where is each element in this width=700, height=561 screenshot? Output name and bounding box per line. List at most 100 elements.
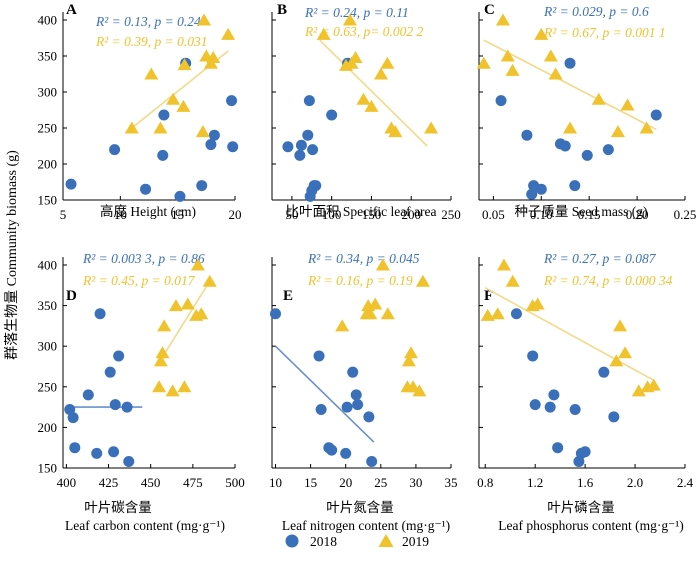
point-2019 (505, 274, 520, 287)
point-2019 (197, 13, 212, 26)
stat-2019: R² = 0.67, p = 0.001 1 (543, 25, 666, 40)
x-axis-label-en: Leaf nitrogen content (mg·g⁻¹) (282, 518, 450, 533)
x-tick-label: 0.15 (578, 207, 601, 222)
x-axis-label: 种子质量 Seed mass (g) (514, 204, 647, 219)
panel-letter: A (66, 2, 77, 18)
point-2018 (208, 129, 220, 141)
point-2019 (356, 92, 371, 105)
point-2018 (140, 183, 152, 195)
trend-line-2019 (319, 39, 428, 147)
x-tick-label: 425 (99, 475, 119, 490)
panel-e: 10 15 20 25 30 35 E 叶片氮含量 Leaf nitrogen content … (269, 251, 457, 533)
point-2019 (348, 50, 363, 63)
x-axis-label: 叶片氮含量 (326, 500, 394, 515)
point-2019 (380, 56, 395, 69)
point-2019 (180, 297, 195, 310)
x-tick-label: 200 (401, 207, 421, 222)
point-2018 (94, 308, 106, 320)
y-tick-label: 200 (38, 420, 58, 435)
point-2018 (366, 456, 378, 468)
x-tick-label: 0.25 (674, 207, 697, 222)
point-2019 (618, 346, 633, 359)
y-tick-label: 250 (38, 121, 58, 136)
point-2019 (620, 98, 635, 111)
y-tick-label: 400 (38, 258, 58, 273)
point-2019 (194, 307, 209, 320)
point-2019 (177, 380, 192, 393)
legend-label-2019: 2019 (402, 534, 429, 549)
point-2019 (530, 297, 545, 310)
point-2018 (121, 401, 133, 413)
x-tick-label: 2.4 (677, 475, 694, 490)
point-2019 (176, 99, 191, 112)
point-2018 (326, 109, 338, 121)
point-2018 (294, 149, 306, 161)
point-2019 (403, 346, 418, 359)
point-2018 (326, 444, 338, 456)
point-2018 (650, 109, 662, 121)
point-2019 (412, 384, 427, 397)
stat-2019: R² = 0.16, p = 0.19 (307, 273, 413, 288)
x-tick-label: 100 (322, 207, 342, 222)
point-2018 (529, 399, 541, 411)
point-2018 (196, 180, 208, 192)
stat-2018: R² = 0.029, p = 0.6 (543, 4, 649, 19)
point-2018 (340, 447, 352, 459)
point-2018 (598, 366, 610, 378)
point-2018 (495, 95, 507, 107)
point-2018 (350, 389, 362, 401)
y-tick-label: 250 (38, 379, 58, 394)
x-tick-label: 450 (141, 475, 161, 490)
point-2018 (109, 144, 121, 156)
x-tick-label: 20 (339, 475, 352, 490)
legend-marker-2019 (378, 534, 394, 547)
point-2018 (548, 389, 560, 401)
y-axis-label: 群落生物量 Community biomass (g) (4, 150, 20, 360)
point-2018 (65, 178, 77, 190)
point-2019 (221, 27, 236, 40)
x-tick-label: 5 (60, 207, 67, 222)
point-2019 (591, 92, 606, 105)
point-2018 (313, 350, 325, 362)
point-2018 (608, 411, 620, 423)
point-2019 (363, 307, 378, 320)
point-2019 (563, 121, 578, 134)
legend-label-2018: 2018 (310, 534, 337, 549)
x-tick-label: 1.2 (527, 475, 543, 490)
panel-c: 0.05 0.10 0.15 0.20 0.25 C 种子质量 Seed mass (g) R… (476, 2, 697, 222)
panel-d: 150 200 250 300 350 400 400 425 450 475 500 D 叶片碳含量 L… (38, 251, 245, 533)
point-2018 (205, 139, 217, 151)
point-2019 (500, 49, 515, 62)
y-tick-label: 350 (38, 49, 58, 64)
point-2018 (113, 350, 125, 362)
point-2019 (335, 319, 350, 332)
point-2018 (82, 389, 94, 401)
y-tick-label: 300 (38, 85, 58, 100)
point-2018 (510, 308, 522, 320)
point-2019 (157, 319, 172, 332)
point-2018 (295, 139, 307, 151)
point-2018 (104, 366, 116, 378)
x-tick-label: 0.20 (626, 207, 649, 222)
point-2019 (152, 380, 167, 393)
point-2019 (495, 13, 510, 26)
point-2019 (195, 125, 210, 138)
y-tick-label: 400 (38, 13, 58, 28)
point-2018 (526, 188, 538, 200)
point-2018 (109, 399, 121, 411)
stat-2018: R² = 0.34, p = 0.045 (307, 251, 420, 266)
trend-line-2018 (274, 345, 375, 443)
point-2018 (123, 456, 135, 468)
x-tick-label: 250 (441, 207, 461, 222)
panel-letter: D (66, 288, 77, 304)
trend-line-2019 (483, 39, 657, 131)
point-2018 (91, 447, 103, 459)
panel-letter: B (277, 2, 287, 18)
point-2018 (67, 412, 79, 424)
point-2018 (158, 109, 170, 121)
panel-f: 0.8 1.2 1.6 2.0 2.4 F 叶片磷含量 Leaf phosphorus con… (477, 251, 694, 533)
point-2019 (388, 125, 403, 138)
stat-2019: R² = 0.45, p = 0.017 (82, 273, 196, 288)
point-2018 (315, 404, 327, 416)
